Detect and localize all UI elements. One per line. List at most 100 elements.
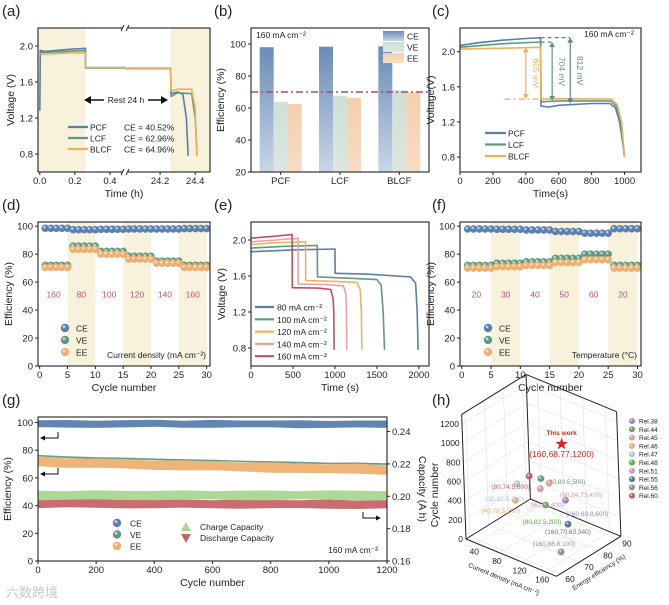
legend-marker <box>629 467 635 474</box>
y-tick-label: 80 <box>444 250 455 261</box>
data-point-rel-56 <box>557 548 565 556</box>
legend-swatch <box>383 42 404 52</box>
x-tick-label: 1000 <box>324 370 345 381</box>
y-tick-label: 80 <box>235 72 246 83</box>
plot-frame <box>459 221 642 367</box>
point-label: (80,82.5,200) <box>523 519 562 526</box>
plot-frame <box>250 221 430 367</box>
point-label: (80,84.73,400) <box>560 492 602 499</box>
legend-label: PCF <box>90 123 107 133</box>
legend-label: VE <box>130 530 142 540</box>
x-tick-label: 2000 <box>408 370 429 381</box>
x-tick-label: 600 <box>205 565 221 576</box>
data-point-rel-60 <box>525 472 533 480</box>
legend-marker <box>60 347 70 357</box>
y-axis-title: Efficiency (%) <box>2 457 14 521</box>
condition-label: 160 <box>186 290 200 300</box>
gap-arrow-head <box>549 42 556 48</box>
y-tick-label: 0.8 <box>20 150 33 161</box>
point-label: (160,70.63,340) <box>545 529 591 536</box>
x-tick-label: 0 <box>248 370 253 381</box>
series-ce <box>41 224 211 234</box>
legend-ce-value: CE = 64.96% <box>124 145 175 155</box>
legend-label: EE <box>76 348 88 358</box>
x-tick-label: 30 <box>632 370 643 381</box>
data-point-ce <box>604 229 612 237</box>
gap-label: 704 mV <box>557 57 567 87</box>
x-axis-title: Time(s) <box>533 188 568 200</box>
bar-ve-blcf <box>392 90 407 172</box>
z-tick-label: 400 <box>447 496 461 506</box>
z-axis-title: Cycle number <box>429 462 441 527</box>
condition-label: 20 <box>472 290 482 300</box>
y-tick-label: 60 <box>565 574 575 584</box>
x-tick-label: LCF <box>331 176 349 187</box>
legend-label: EE <box>130 542 142 552</box>
y-axis <box>556 535 622 577</box>
y-tick-label: 2.0 <box>442 47 455 58</box>
x-tick-label: 0.0 <box>33 176 46 187</box>
data-point-rel-55 <box>564 520 572 528</box>
data-point-ee <box>633 264 642 272</box>
legend-label: BLCF <box>90 145 112 155</box>
y-axis-title: Efficiency (%) <box>3 262 15 326</box>
x-tick-label: 400 <box>518 176 534 187</box>
legend-label: 80 mA cm⁻² <box>277 303 322 313</box>
current-density-label: 160 mA cm⁻² <box>328 545 378 555</box>
y-tick-label: 0 <box>450 362 455 373</box>
y-axis-title: Voltage (V) <box>216 268 228 320</box>
y-tick-label: 0.8 <box>233 344 246 355</box>
x-axis <box>465 538 557 577</box>
series-line-4 <box>250 233 335 350</box>
gap-arrow-head <box>567 37 574 43</box>
legend-label: Rel.48 <box>639 460 658 467</box>
x-tick-label: 600 <box>551 176 567 187</box>
gap-label: 812 mV <box>575 56 585 86</box>
y-tick-label: 80 <box>22 446 33 457</box>
legend-marker <box>629 451 635 458</box>
y-axis-title: Voltage(V) <box>425 75 437 124</box>
y-tick-label: 2.0 <box>233 236 246 247</box>
y-tick-label: 100 <box>17 418 33 429</box>
legend-swatch <box>383 53 404 63</box>
grid-line <box>522 376 527 502</box>
grid-line <box>522 522 588 563</box>
legend-label: 140 mA cm⁻² <box>277 339 327 349</box>
panel-label: (b) <box>214 3 232 20</box>
y-tick-label: 1.6 <box>233 272 246 283</box>
grid-line <box>526 402 618 441</box>
bar-ee-lcf <box>347 97 361 172</box>
grid-line <box>529 479 621 518</box>
axis-break-icon <box>120 168 130 176</box>
legend-marker <box>629 476 635 483</box>
data-band-ve <box>38 454 387 465</box>
legend-label: Rel.46 <box>639 443 658 450</box>
x-tick-label: 800 <box>584 176 600 187</box>
right-axis-arrow <box>362 512 378 519</box>
legend-marker-triangle-up <box>181 522 191 531</box>
legend-marker-triangle-down <box>181 534 191 543</box>
y-tick-label: 100 <box>17 222 33 233</box>
x-tick-label: 500 <box>285 370 301 381</box>
plot-frame <box>459 27 642 173</box>
legend-label: PCF <box>508 129 525 139</box>
z-tick-label: 1200 <box>440 419 459 429</box>
series-line-1 <box>250 244 386 350</box>
axis-break-gap <box>123 169 128 175</box>
legend-ce-value: CE = 62.96% <box>124 134 175 144</box>
grid-line <box>462 402 528 444</box>
y-tick-label: 20 <box>235 168 246 179</box>
legend-ce-value: CE = 40.52% <box>124 123 175 133</box>
grid-line <box>469 536 561 575</box>
y-tick-label: 80 <box>603 550 613 560</box>
y2-tick-label: 0.16 <box>392 557 411 568</box>
x-tick-label: 200 <box>88 565 104 576</box>
panel-f-temperature-performance: 20 30 40 50 60 20 0 5 10 15 20 25 30 0 20 40 60 80 100 Cycl… <box>425 221 643 394</box>
y-tick-label: 70 <box>584 562 594 572</box>
data-point-ce <box>202 224 211 233</box>
series-line-2 <box>250 241 363 350</box>
legend-marker <box>483 347 493 357</box>
data-point-ee <box>63 263 72 272</box>
